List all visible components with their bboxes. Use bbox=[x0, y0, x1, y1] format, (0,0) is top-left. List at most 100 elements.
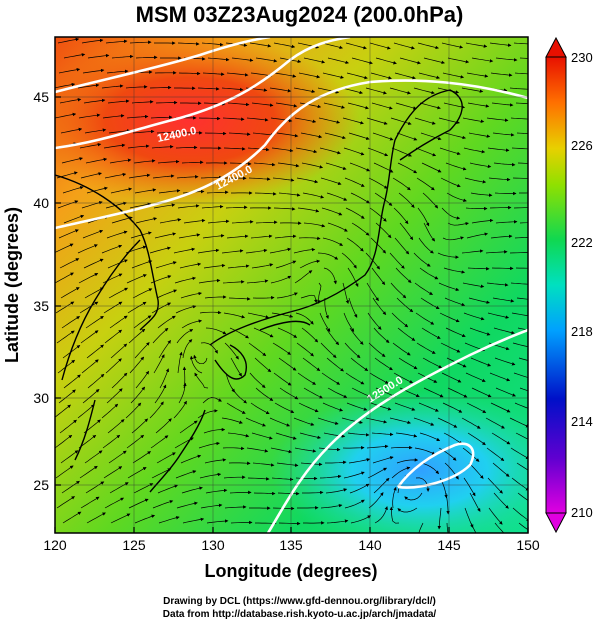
streamline-arrow bbox=[393, 372, 414, 384]
streamline-arrow bbox=[60, 450, 79, 464]
streamline-arrow bbox=[319, 474, 342, 479]
streamline-arrow bbox=[221, 87, 244, 92]
streamline-arrow bbox=[325, 327, 340, 346]
streamline-arrow bbox=[467, 432, 486, 446]
streamline-arrow bbox=[251, 432, 273, 440]
streamline-arrow bbox=[132, 288, 153, 299]
streamline-arrow bbox=[223, 475, 246, 479]
credit-data-source: Data from http://database.rish.kyoto-u.a… bbox=[162, 609, 437, 620]
streamline-arrow bbox=[511, 312, 528, 317]
streamline-arrow bbox=[418, 402, 439, 412]
streamline-arrow bbox=[58, 229, 79, 239]
streamline-arrow bbox=[293, 247, 316, 254]
streamline-arrow bbox=[135, 217, 158, 224]
streamline-arrow bbox=[373, 477, 390, 494]
streamline-arrow bbox=[247, 477, 270, 481]
streamline-arrow bbox=[202, 397, 222, 404]
streamline-arrow bbox=[489, 42, 512, 47]
streamline-arrow bbox=[197, 87, 220, 91]
streamline-arrow bbox=[375, 222, 392, 239]
streamline-arrow bbox=[366, 117, 388, 125]
streamline-arrow bbox=[513, 42, 528, 45]
streamline-arrow bbox=[152, 500, 174, 509]
streamline-arrow bbox=[222, 280, 245, 284]
streamline-arrow bbox=[61, 316, 80, 329]
streamline-arrow bbox=[149, 401, 164, 419]
streamline-arrow bbox=[222, 446, 245, 451]
streamline-arrow bbox=[366, 282, 379, 302]
streamline-arrow bbox=[230, 520, 253, 525]
streamline-arrow bbox=[413, 87, 435, 95]
streamline-arrow bbox=[445, 492, 450, 515]
streamline-arrow bbox=[247, 312, 270, 319]
streamline-arrow bbox=[321, 207, 343, 216]
streamline-arrow bbox=[397, 507, 418, 513]
streamline-arrow bbox=[303, 57, 326, 64]
streamline-arrow bbox=[175, 145, 198, 150]
streamline-arrow bbox=[101, 403, 119, 419]
streamline-arrow bbox=[102, 434, 121, 449]
streamline-arrow bbox=[277, 491, 300, 496]
streamline-arrow bbox=[157, 315, 176, 329]
streamline-arrow bbox=[107, 259, 128, 269]
streamline-arrow bbox=[59, 419, 77, 434]
streamline-arrow bbox=[133, 315, 152, 329]
streamline-arrow bbox=[373, 327, 390, 343]
streamline-arrow bbox=[110, 187, 133, 194]
streamline-arrow bbox=[278, 192, 301, 197]
streamline-arrow bbox=[419, 267, 439, 280]
streamline-arrow bbox=[344, 342, 361, 359]
streamline-arrow bbox=[125, 85, 148, 89]
streamline-arrow bbox=[179, 262, 202, 269]
streamline-arrow bbox=[204, 458, 227, 464]
streamline-arrow bbox=[469, 327, 491, 336]
streamline-arrow bbox=[516, 462, 528, 471]
streamline-arrow bbox=[513, 207, 528, 209]
streamline-arrow bbox=[439, 147, 461, 156]
streamline-arrow bbox=[248, 177, 271, 181]
streamline-arrow bbox=[348, 297, 358, 318]
streamline-arrow bbox=[252, 296, 275, 300]
streamline-arrow bbox=[273, 372, 292, 386]
streamline-arrow bbox=[394, 72, 416, 80]
streamline-arrow bbox=[413, 252, 431, 267]
streamline-arrow bbox=[278, 357, 297, 371]
streamline-arrow bbox=[343, 312, 355, 332]
streamline-arrow bbox=[153, 203, 176, 209]
streamline-arrow bbox=[127, 301, 147, 314]
streamline-arrow bbox=[273, 207, 296, 211]
streamline-arrow bbox=[390, 445, 413, 450]
streamline-arrow bbox=[421, 162, 442, 173]
streamline-arrow bbox=[132, 129, 155, 134]
streamline-arrow bbox=[226, 72, 249, 77]
streamline-arrow bbox=[420, 462, 439, 475]
streamline-arrow bbox=[277, 327, 298, 338]
streamline-arrow bbox=[108, 450, 127, 464]
streamline-arrow bbox=[442, 402, 463, 413]
streamline-arrow bbox=[106, 69, 129, 74]
streamline-arrow bbox=[413, 417, 435, 426]
streamline-arrow bbox=[251, 102, 274, 107]
streamline-arrow bbox=[79, 301, 99, 314]
streamline-arrow bbox=[109, 158, 132, 164]
streamline-arrow bbox=[272, 177, 295, 182]
streamline-arrow bbox=[519, 57, 528, 59]
streamline-arrow bbox=[231, 57, 254, 62]
streamline-arrow bbox=[470, 192, 493, 197]
streamline-arrow bbox=[173, 400, 187, 419]
streamline-arrow bbox=[203, 427, 226, 434]
streamline-arrow bbox=[149, 246, 171, 254]
streamline-arrow bbox=[110, 513, 131, 524]
streamline-arrow bbox=[463, 477, 476, 497]
streamline-arrow bbox=[62, 186, 84, 194]
streamline-arrow bbox=[371, 267, 386, 286]
y-tick-labels: 45 40 35 30 25 bbox=[33, 89, 49, 493]
streamline-arrow bbox=[269, 417, 291, 427]
streamline-arrow bbox=[224, 342, 239, 360]
streamline-arrow bbox=[519, 387, 528, 392]
streamline-arrow bbox=[437, 417, 458, 428]
streamline-arrow bbox=[299, 259, 321, 269]
streamline-arrow bbox=[463, 312, 485, 321]
streamline-arrow bbox=[485, 250, 508, 254]
streamline-arrow bbox=[131, 418, 149, 434]
